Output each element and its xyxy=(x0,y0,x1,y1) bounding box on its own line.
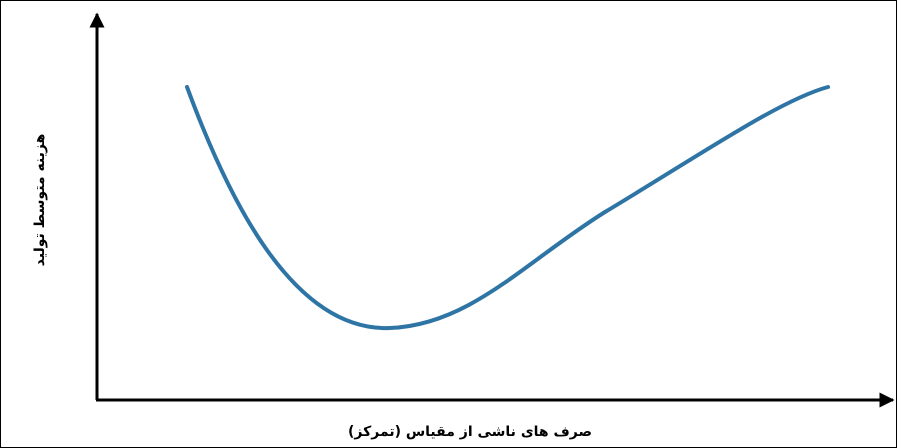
y-axis-label: هزینه متوسط تولید xyxy=(32,134,48,267)
x-axis-label: صرف های ناشی از مقیاس (تمرکز) xyxy=(348,424,592,440)
cost-curve xyxy=(185,85,830,331)
